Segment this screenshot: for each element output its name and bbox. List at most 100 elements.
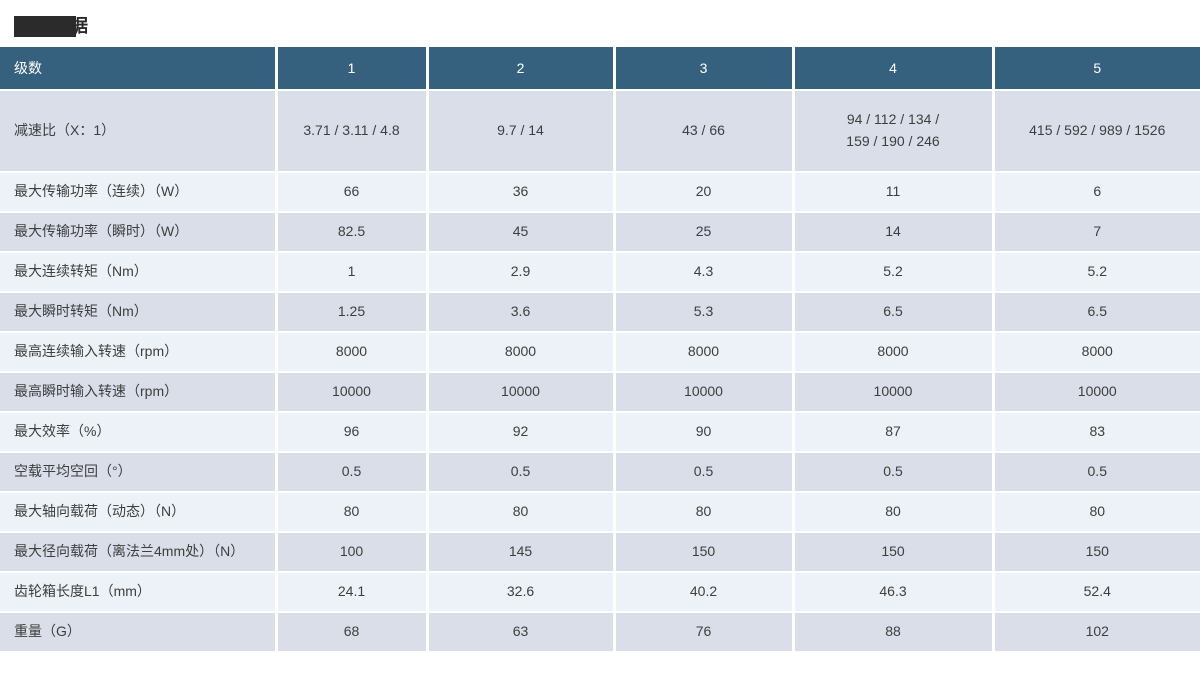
- value-cell: 5.2: [993, 252, 1200, 293]
- value-cell: 76: [614, 612, 795, 653]
- value-cell: 20: [614, 172, 795, 213]
- table-row: 最大轴向载荷（动态）（N） 80 80 80 80 80: [0, 492, 1200, 533]
- header-cell-stage-5: 5: [993, 47, 1200, 91]
- row-label: 重量（G）: [0, 612, 278, 653]
- table-header-row: 级数 1 2 3 4 5: [0, 47, 1200, 91]
- value-cell: 10000: [614, 372, 795, 413]
- value-cell: 96: [276, 412, 429, 453]
- header-cell-stages: 级数: [0, 47, 278, 91]
- row-label: 空载平均空回（°）: [0, 452, 278, 493]
- value-cell: 32.6: [427, 572, 616, 613]
- value-cell: 25: [614, 212, 795, 253]
- value-cell: 68: [276, 612, 429, 653]
- table-row: 最大连续转矩（Nm） 1 2.9 4.3 5.2 5.2: [0, 252, 1200, 293]
- value-cell: 1.25: [276, 292, 429, 333]
- value-cell: 10000: [793, 372, 995, 413]
- row-label: 最大轴向载荷（动态）（N）: [0, 492, 278, 533]
- table-row: 最大效率（%） 96 92 90 87 83: [0, 412, 1200, 453]
- value-cell: 8000: [993, 332, 1200, 373]
- value-cell: 415 / 592 / 989 / 1526: [993, 90, 1200, 173]
- value-cell: 80: [993, 492, 1200, 533]
- row-label: 最大连续转矩（Nm）: [0, 252, 278, 293]
- row-label: 最大效率（%）: [0, 412, 278, 453]
- value-cell: 66: [276, 172, 429, 213]
- value-cell: 88: [793, 612, 995, 653]
- value-cell: 4.3: [614, 252, 795, 293]
- page-title: 据: [14, 14, 1200, 38]
- row-label: 最大传输功率（瞬时）（W）: [0, 212, 278, 253]
- value-cell: 6: [993, 172, 1200, 213]
- value-cell: 80: [276, 492, 429, 533]
- value-cell: 5.3: [614, 292, 795, 333]
- value-cell: 9.7 / 14: [427, 90, 616, 173]
- table-row: 最大径向载荷（离法兰4mm处）（N） 100 145 150 150 150: [0, 532, 1200, 573]
- value-cell: 0.5: [993, 452, 1200, 493]
- value-cell: 83: [993, 412, 1200, 453]
- value-cell: 11: [793, 172, 995, 213]
- page-title-visible-text: 据: [70, 15, 89, 36]
- value-cell: 3.6: [427, 292, 616, 333]
- value-cell: 10000: [276, 372, 429, 413]
- value-cell: 5.2: [793, 252, 995, 293]
- value-cell: 150: [993, 532, 1200, 573]
- table-row: 空载平均空回（°） 0.5 0.5 0.5 0.5 0.5: [0, 452, 1200, 493]
- value-cell: 3.71 / 3.11 / 4.8: [276, 90, 429, 173]
- value-cell: 87: [793, 412, 995, 453]
- value-cell: 0.5: [793, 452, 995, 493]
- title-redaction-box: [14, 15, 76, 37]
- header-cell-stage-4: 4: [793, 47, 995, 91]
- value-cell: 150: [793, 532, 995, 573]
- value-cell: 0.5: [614, 452, 795, 493]
- value-cell: 92: [427, 412, 616, 453]
- value-cell: 145: [427, 532, 616, 573]
- value-cell: 80: [614, 492, 795, 533]
- header-cell-stage-1: 1: [276, 47, 429, 91]
- value-cell: 80: [427, 492, 616, 533]
- value-cell: 6.5: [993, 292, 1200, 333]
- row-label: 最大传输功率（连续）（W）: [0, 172, 278, 213]
- value-cell: 63: [427, 612, 616, 653]
- table-row: 最大瞬时转矩（Nm） 1.25 3.6 5.3 6.5 6.5: [0, 292, 1200, 333]
- value-cell: 2.9: [427, 252, 616, 293]
- row-label: 最高瞬时输入转速（rpm）: [0, 372, 278, 413]
- row-label: 最高连续输入转速（rpm）: [0, 332, 278, 373]
- table-row: 齿轮箱长度L1（mm） 24.1 32.6 40.2 46.3 52.4: [0, 572, 1200, 613]
- value-cell: 10000: [993, 372, 1200, 413]
- value-cell: 0.5: [427, 452, 616, 493]
- row-label: 齿轮箱长度L1（mm）: [0, 572, 278, 613]
- row-label: 最大径向载荷（离法兰4mm处）（N）: [0, 532, 278, 573]
- value-cell: 150: [614, 532, 795, 573]
- table-row: 重量（G） 68 63 76 88 102: [0, 612, 1200, 653]
- value-cell: 8000: [614, 332, 795, 373]
- value-cell: 36: [427, 172, 616, 213]
- table-row: 最高连续输入转速（rpm） 8000 8000 8000 8000 8000: [0, 332, 1200, 373]
- header-cell-stage-2: 2: [427, 47, 616, 91]
- value-cell: 43 / 66: [614, 90, 795, 173]
- row-label: 最大瞬时转矩（Nm）: [0, 292, 278, 333]
- value-cell: 14: [793, 212, 995, 253]
- row-label: 减速比（X：1）: [0, 90, 278, 173]
- value-cell: 94 / 112 / 134 / 159 / 190 / 246: [793, 90, 995, 173]
- value-cell: 40.2: [614, 572, 795, 613]
- value-cell: 8000: [276, 332, 429, 373]
- value-cell: 52.4: [993, 572, 1200, 613]
- value-cell: 0.5: [276, 452, 429, 493]
- table-row: 减速比（X：1） 3.71 / 3.11 / 4.8 9.7 / 14 43 / 66…: [0, 90, 1200, 173]
- value-cell: 100: [276, 532, 429, 573]
- value-cell: 45: [427, 212, 616, 253]
- value-cell: 80: [793, 492, 995, 533]
- value-cell: 24.1: [276, 572, 429, 613]
- value-cell: 46.3: [793, 572, 995, 613]
- table-row: 最高瞬时输入转速（rpm） 10000 10000 10000 10000 10000: [0, 372, 1200, 413]
- table-row: 最大传输功率（连续）（W） 66 36 20 11 6: [0, 172, 1200, 213]
- value-cell: 8000: [427, 332, 616, 373]
- table-row: 最大传输功率（瞬时）（W） 82.5 45 25 14 7: [0, 212, 1200, 253]
- value-cell: 10000: [427, 372, 616, 413]
- spec-table: 级数 1 2 3 4 5 减速比（X：1） 3.71 / 3.11 / 4.8 9.…: [0, 47, 1200, 653]
- value-cell: 7: [993, 212, 1200, 253]
- value-cell: 82.5: [276, 212, 429, 253]
- value-cell: 102: [993, 612, 1200, 653]
- value-cell: 8000: [793, 332, 995, 373]
- header-cell-stage-3: 3: [614, 47, 795, 91]
